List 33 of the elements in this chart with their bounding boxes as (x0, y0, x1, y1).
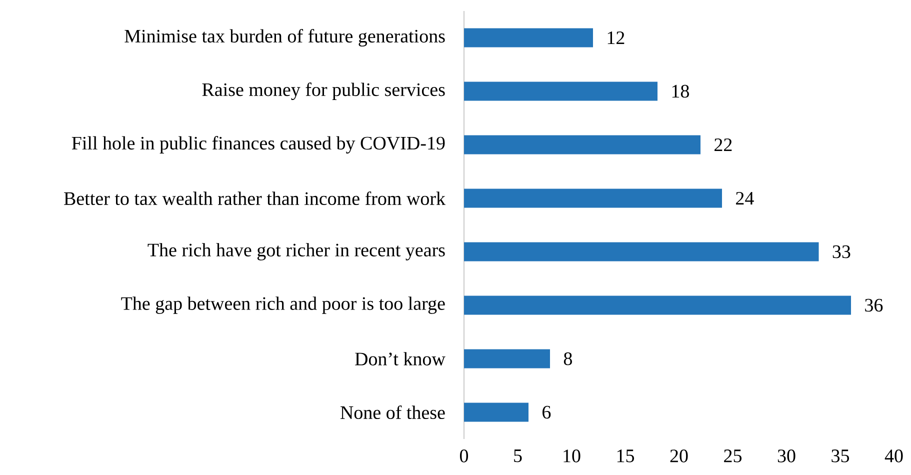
data-label: 24 (736, 192, 754, 205)
y-tick-label: Fill hole in public finances caused by COVID-19 (72, 136, 445, 154)
x-tick-label: 35 (832, 450, 850, 462)
y-tick-label: The rich have got richer in recent years (148, 243, 445, 260)
x-tick-label: 25 (724, 450, 742, 462)
bar (464, 135, 700, 154)
data-label: 33 (832, 245, 850, 258)
bar (464, 349, 550, 368)
bar (464, 402, 528, 422)
y-tick-label: Minimise tax burden of future generations (124, 29, 445, 46)
data-label: 22 (714, 138, 732, 152)
y-tick-label: Raise money for public services (202, 82, 445, 100)
x-tick-label: 10 (564, 450, 580, 462)
x-tick-label: 30 (778, 450, 796, 462)
y-tick-label: None of these (340, 405, 445, 420)
bar (464, 242, 819, 262)
x-tick-label: 20 (670, 450, 688, 462)
data-label: 36 (865, 298, 883, 312)
y-tick-label: Don’t know (355, 352, 446, 366)
x-tick-label: 0 (460, 450, 468, 462)
x-tick-label: 40 (884, 450, 903, 462)
data-label: 8 (564, 352, 572, 366)
y-tick-label: Better to tax wealth rather than income from work (64, 191, 446, 206)
data-label: 6 (542, 406, 551, 419)
bar (464, 82, 658, 101)
x-tick-label: 5 (514, 450, 522, 462)
x-tick-label: 15 (617, 450, 634, 462)
bar (464, 296, 852, 315)
y-tick-label: The gap between rich and poor is too large (121, 296, 445, 314)
bar (464, 28, 593, 48)
bar (464, 188, 722, 208)
data-label: 18 (672, 84, 689, 98)
data-label: 12 (608, 31, 624, 44)
